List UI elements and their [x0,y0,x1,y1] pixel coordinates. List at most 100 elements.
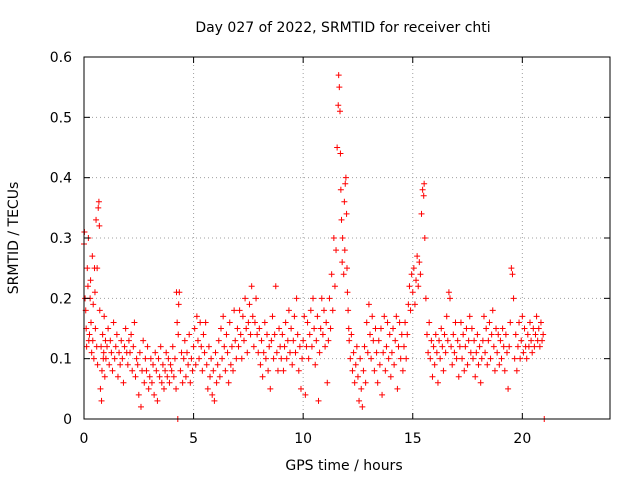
data-point [180,355,187,362]
data-point [289,361,296,368]
data-point [407,307,414,314]
data-point [98,397,105,404]
data-point [348,331,355,338]
data-point [125,337,132,344]
data-point [169,343,176,350]
data-point [472,373,479,380]
data-point [248,283,255,290]
data-point [199,367,206,374]
data-point [128,331,135,338]
data-point [257,361,264,368]
data-point [316,349,323,356]
data-point [262,355,269,362]
data-point [486,319,493,326]
x-axis-ticks: 0 5 10 15 20 [80,57,531,447]
data-point [96,222,103,229]
data-point [101,313,108,320]
data-point [212,349,219,356]
data-point [151,391,158,398]
data-point [308,343,315,350]
data-point [438,325,445,332]
data-point [121,343,128,350]
data-point [234,325,241,332]
x-tick-label: 5 [189,431,198,447]
data-point [344,289,351,296]
data-point [102,355,109,362]
data-point [98,343,105,350]
data-point [487,355,494,362]
data-point [442,349,449,356]
data-point [476,343,483,350]
data-point [523,355,530,362]
data-point [100,349,107,356]
data-point [505,385,512,392]
data-point [324,379,331,386]
data-point [365,301,372,308]
data-point [307,307,314,314]
data-point [228,343,235,350]
data-point [443,313,450,320]
data-point [238,355,245,362]
data-point [200,331,207,338]
data-point [84,283,91,290]
data-point [154,397,161,404]
data-point [118,337,125,344]
data-point [191,325,198,332]
data-point [217,325,224,332]
data-point [193,313,200,320]
data-point [326,295,333,302]
data-point [296,343,303,350]
data-point [478,355,485,362]
data-point [400,343,407,350]
data-point [165,355,172,362]
data-point [119,355,126,362]
data-point [346,337,353,344]
data-point [444,337,451,344]
data-point [95,204,102,211]
data-point [496,361,503,368]
data-point [511,355,518,362]
data-point [454,337,461,344]
data-point [519,313,526,320]
data-point [112,343,119,350]
data-point [221,343,228,350]
data-point [418,210,425,217]
data-point [88,319,95,326]
data-point [521,325,528,332]
data-point [323,319,330,326]
data-point [362,379,369,386]
data-point [392,337,399,344]
data-point [163,349,170,356]
data-point [188,355,195,362]
data-point [164,373,171,380]
data-point [226,319,233,326]
data-point [133,355,140,362]
data-point [305,355,312,362]
data-point [500,343,507,350]
data-point [155,355,162,362]
data-point [267,385,274,392]
data-point [463,325,470,332]
data-point [246,301,253,308]
data-point [184,349,191,356]
y-axis-label: SRMTID / TECUs [6,182,22,295]
data-point [235,343,242,350]
data-point [482,349,489,356]
data-point [104,343,111,350]
data-point [419,186,426,193]
data-point [117,361,124,368]
data-point [420,192,427,199]
data-point [399,367,406,374]
data-point [162,367,169,374]
data-point [383,343,390,350]
data-point [227,361,234,368]
data-point [95,198,102,205]
data-point [381,313,388,320]
data-point [394,385,401,392]
data-point [356,397,363,404]
data-point [502,331,509,338]
data-point [197,319,204,326]
data-point [231,307,238,314]
data-point [452,319,459,326]
